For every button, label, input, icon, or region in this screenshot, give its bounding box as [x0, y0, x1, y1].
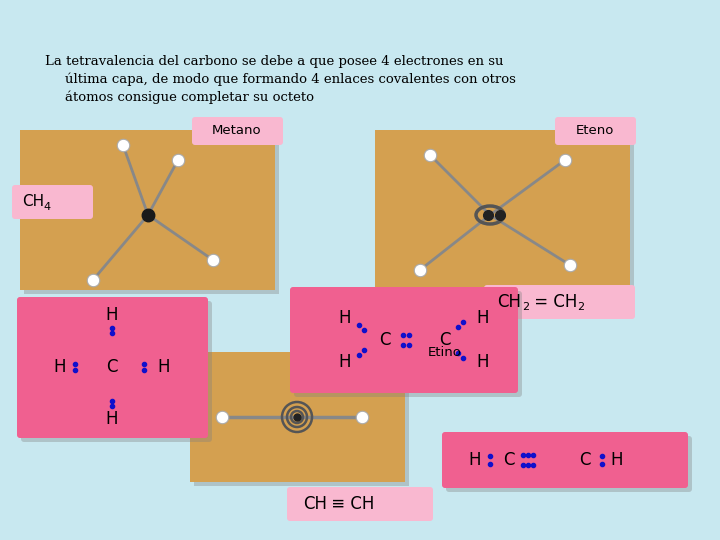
- FancyBboxPatch shape: [404, 339, 485, 367]
- Text: H: H: [477, 353, 490, 371]
- Text: C: C: [107, 358, 118, 376]
- FancyBboxPatch shape: [12, 185, 93, 219]
- Text: C: C: [379, 331, 391, 349]
- Text: Etino: Etino: [428, 347, 462, 360]
- FancyBboxPatch shape: [555, 117, 636, 145]
- Text: H: H: [106, 306, 118, 324]
- Text: átomos consigue completar su octeto: átomos consigue completar su octeto: [65, 91, 314, 105]
- Text: C: C: [503, 451, 515, 469]
- Text: La tetravalencia del carbono se debe a que posee 4 electrones en su: La tetravalencia del carbono se debe a q…: [45, 55, 503, 68]
- Bar: [190, 352, 405, 482]
- Bar: [194, 356, 409, 486]
- Text: 4: 4: [43, 202, 50, 212]
- Bar: [24, 134, 279, 294]
- Text: Metano: Metano: [212, 125, 262, 138]
- Text: 2: 2: [577, 302, 584, 312]
- FancyBboxPatch shape: [446, 436, 692, 492]
- Text: H: H: [54, 358, 66, 376]
- Text: H: H: [106, 410, 118, 428]
- Text: = CH: = CH: [529, 293, 577, 311]
- Text: H: H: [477, 309, 490, 327]
- Text: H: H: [338, 353, 351, 371]
- Text: ≡ CH: ≡ CH: [326, 495, 374, 513]
- Text: H: H: [469, 451, 481, 469]
- Text: CH: CH: [22, 194, 44, 210]
- FancyBboxPatch shape: [21, 301, 212, 442]
- Text: 2: 2: [522, 302, 529, 312]
- FancyBboxPatch shape: [484, 285, 635, 319]
- Text: H: H: [338, 309, 351, 327]
- Text: CH: CH: [497, 293, 521, 311]
- FancyBboxPatch shape: [442, 432, 688, 488]
- Bar: [375, 130, 630, 295]
- FancyBboxPatch shape: [290, 287, 518, 393]
- Text: CH: CH: [303, 495, 327, 513]
- Text: H: H: [611, 451, 624, 469]
- Text: H: H: [158, 358, 170, 376]
- FancyBboxPatch shape: [192, 117, 283, 145]
- Text: C: C: [580, 451, 590, 469]
- Text: C: C: [439, 331, 451, 349]
- FancyBboxPatch shape: [287, 487, 433, 521]
- Text: Eteno: Eteno: [576, 125, 614, 138]
- Bar: [20, 130, 275, 290]
- Text: última capa, de modo que formando 4 enlaces covalentes con otros: última capa, de modo que formando 4 enla…: [65, 73, 516, 86]
- FancyBboxPatch shape: [17, 297, 208, 438]
- FancyBboxPatch shape: [294, 291, 522, 397]
- Bar: [379, 134, 634, 299]
